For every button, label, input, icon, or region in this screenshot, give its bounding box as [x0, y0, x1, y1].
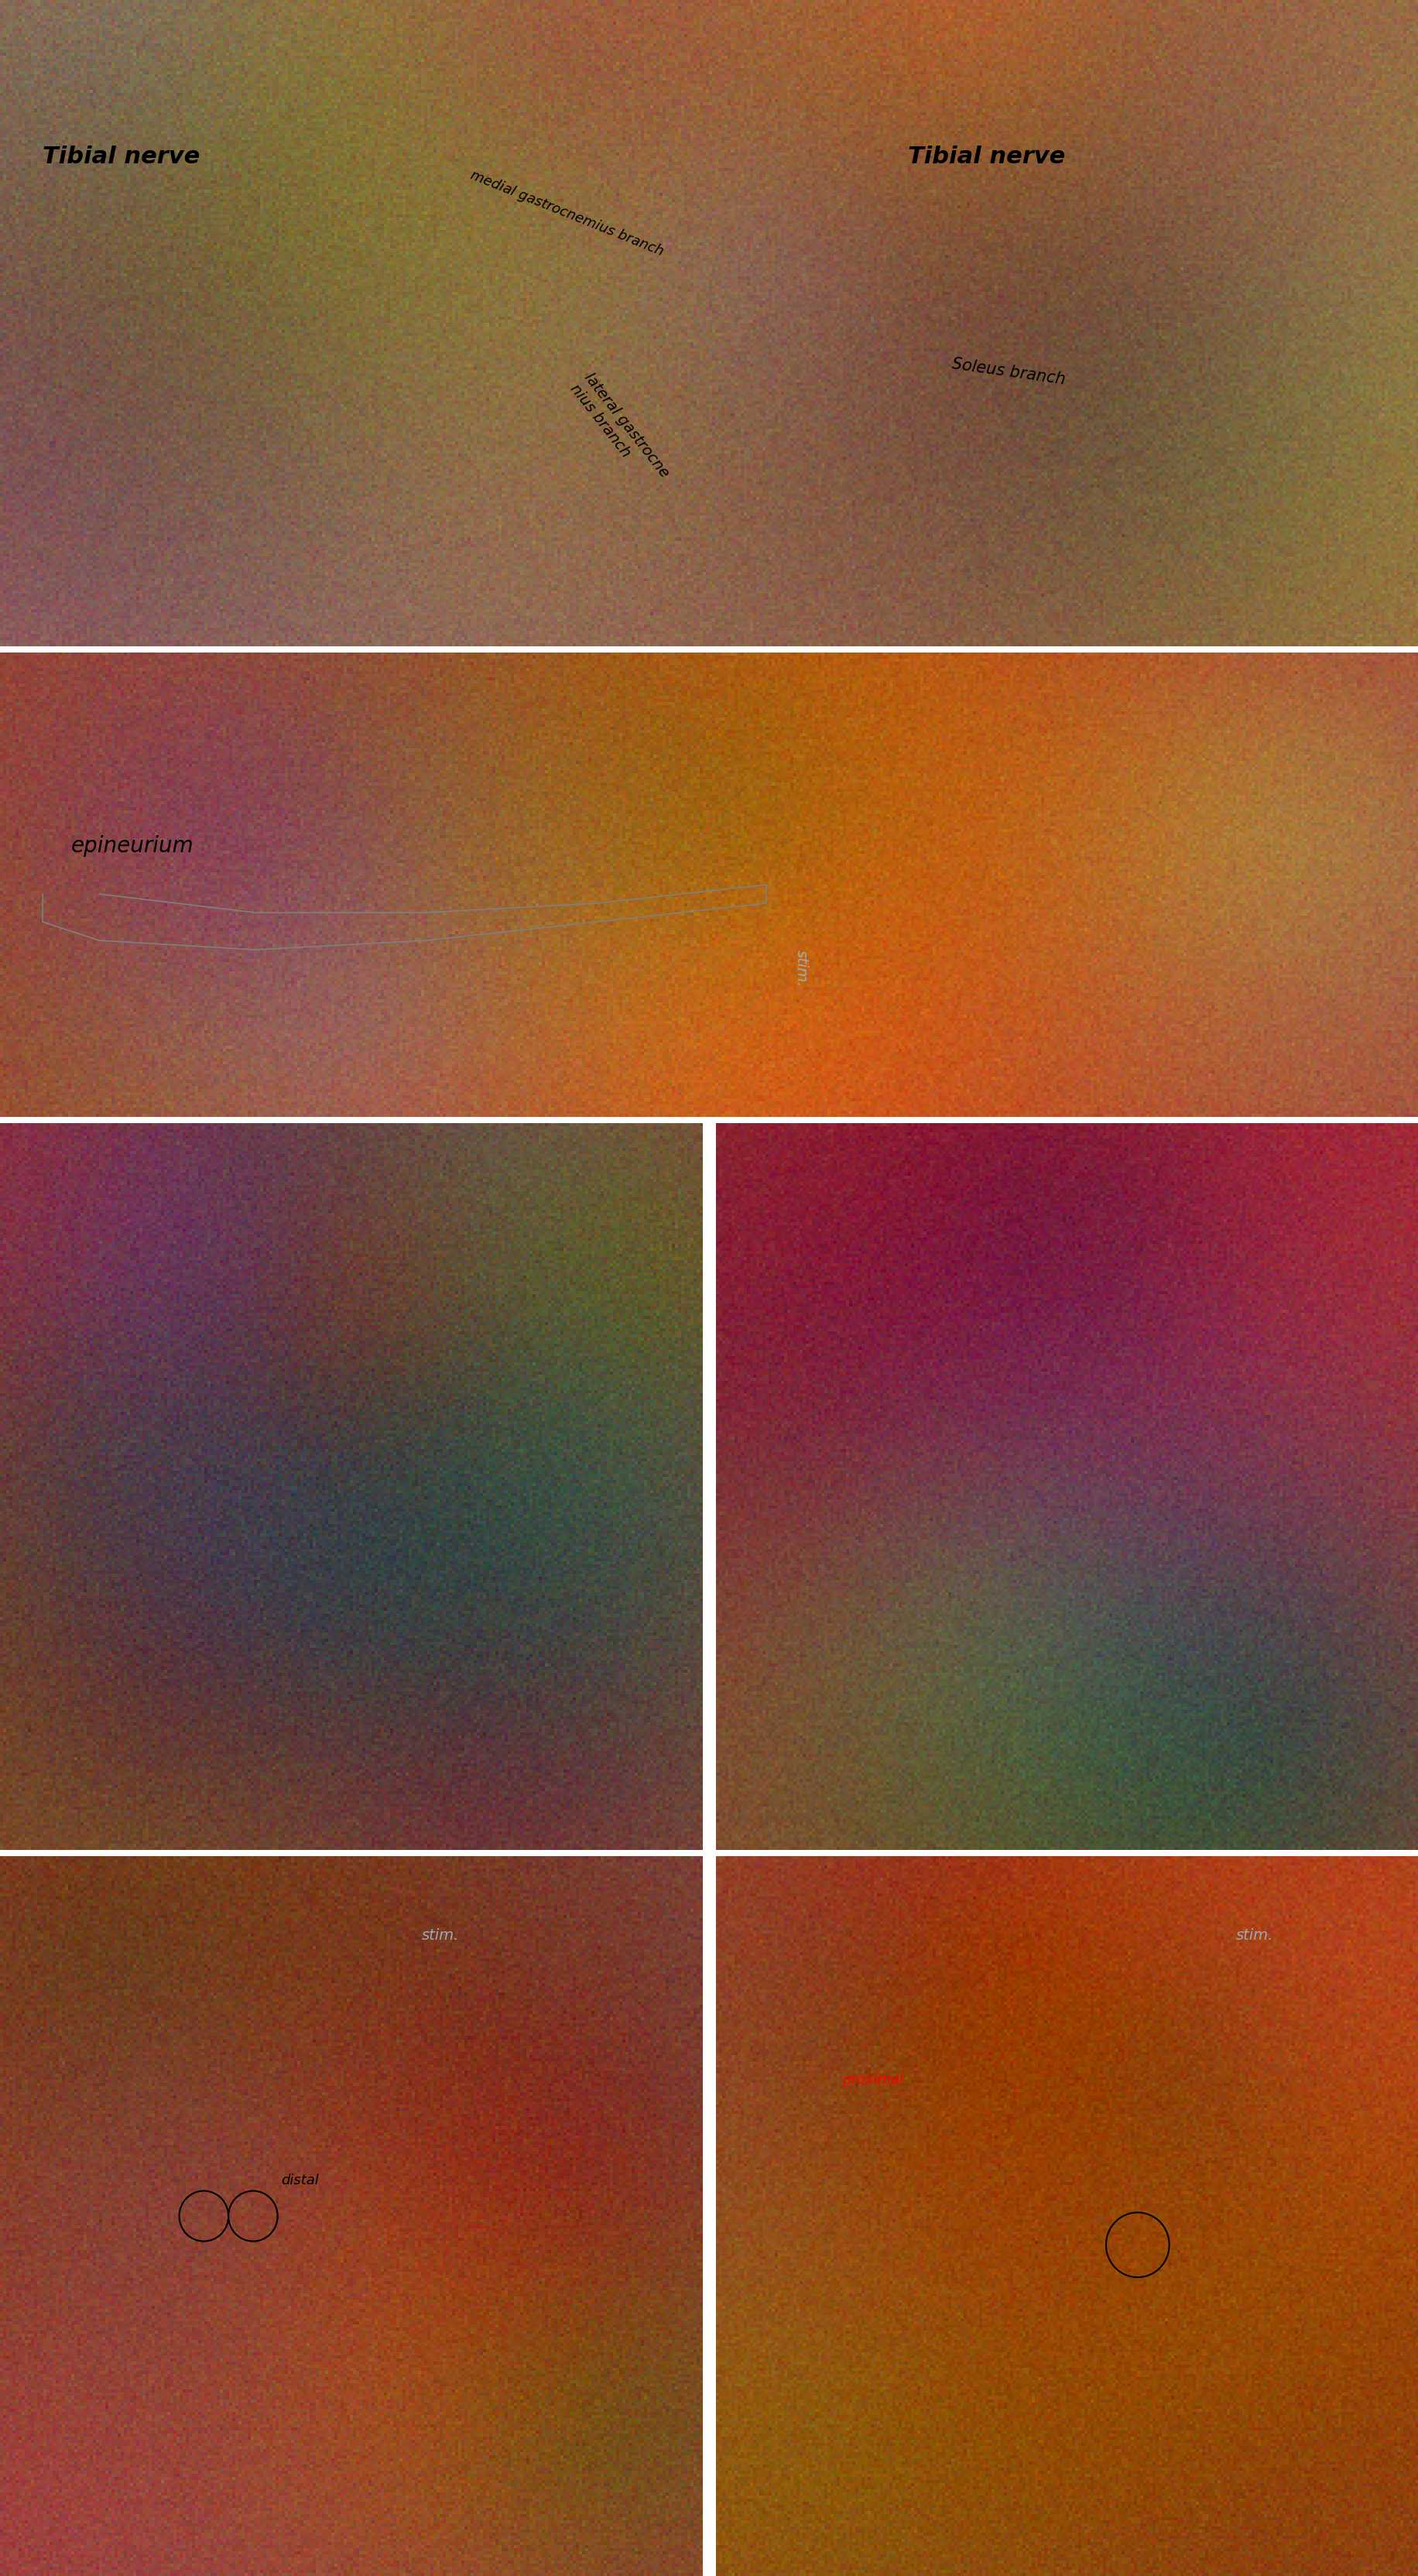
Text: medial gastrocnemius branch: medial gastrocnemius branch — [468, 167, 665, 258]
Text: lateral gastrocne
nius branch: lateral gastrocne nius branch — [567, 371, 671, 492]
Text: proximal: proximal — [842, 2074, 903, 2087]
Text: distal: distal — [281, 2174, 319, 2187]
Text: stim.: stim. — [1235, 1927, 1273, 1942]
Text: Tibial nerve: Tibial nerve — [43, 147, 200, 167]
Text: Soleus branch: Soleus branch — [950, 355, 1065, 389]
Text: Tibial nerve: Tibial nerve — [908, 147, 1065, 167]
Text: stim.: stim. — [794, 951, 808, 987]
Text: stim.: stim. — [421, 1927, 459, 1942]
Text: epineurium: epineurium — [71, 835, 194, 858]
